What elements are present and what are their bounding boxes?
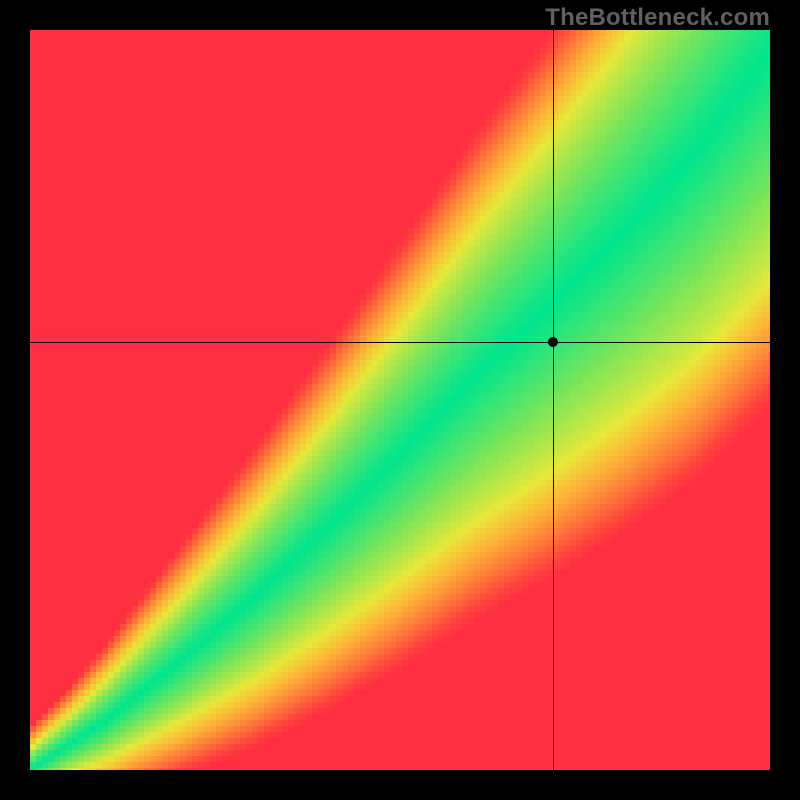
crosshair-marker bbox=[548, 337, 558, 347]
crosshair-horizontal bbox=[30, 342, 770, 343]
watermark-text: TheBottleneck.com bbox=[545, 4, 770, 32]
crosshair-vertical bbox=[553, 30, 554, 770]
plot-area bbox=[30, 30, 770, 770]
heatmap-canvas bbox=[30, 30, 770, 770]
chart-container: TheBottleneck.com bbox=[0, 0, 800, 800]
